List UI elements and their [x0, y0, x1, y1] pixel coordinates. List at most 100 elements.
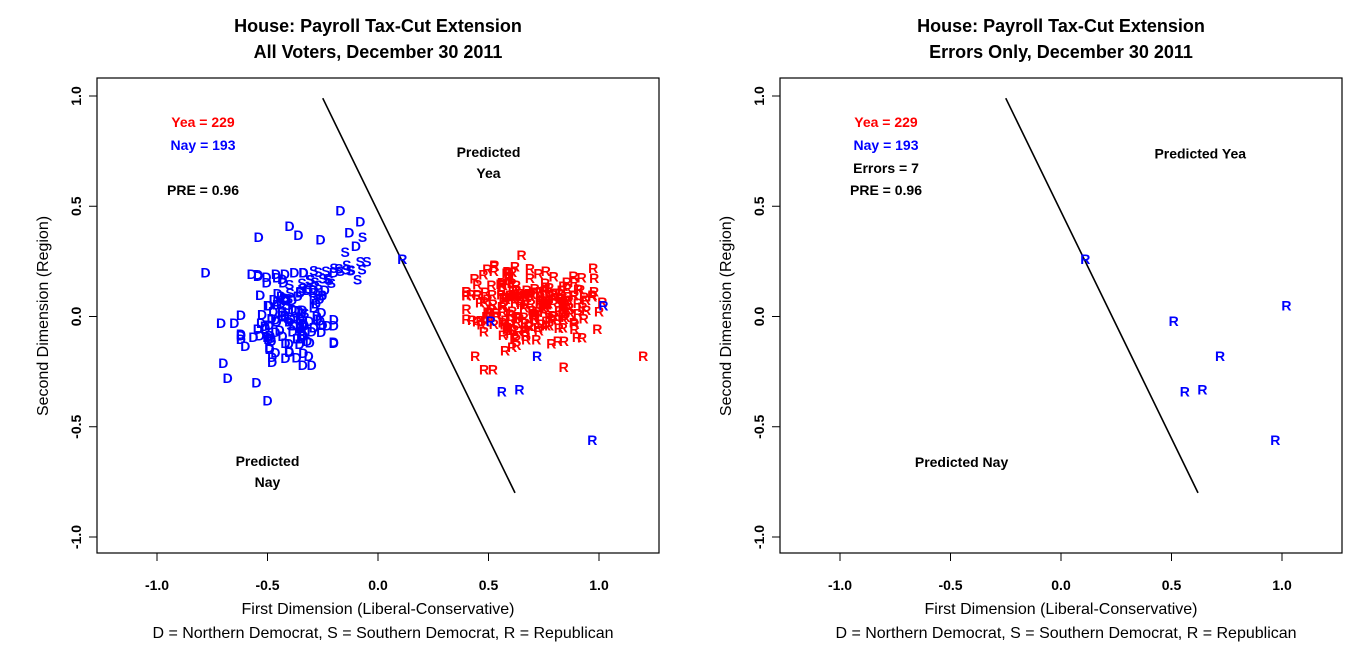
point-S: S: [306, 272, 315, 288]
point-R: R: [513, 323, 523, 339]
point-R: R: [509, 330, 519, 346]
point-R: R: [525, 288, 535, 304]
point-D: D: [286, 311, 296, 327]
point-R: R: [553, 333, 563, 349]
point-R: R: [500, 312, 510, 328]
point-R: R: [573, 295, 583, 311]
point-D: D: [236, 327, 246, 343]
point-S: S: [327, 275, 336, 291]
point-S: S: [336, 263, 345, 279]
point-R: R: [1080, 251, 1090, 267]
x-tick-label: 1.0: [589, 577, 609, 593]
y-axis-label: Second Dimension (Region): [35, 216, 52, 416]
point-D: D: [284, 335, 294, 351]
point-R: R: [520, 297, 530, 313]
point-R: R: [589, 284, 599, 300]
point-D: D: [293, 227, 303, 243]
point-S: S: [305, 272, 314, 288]
point-R: R: [472, 276, 482, 292]
point-D: D: [264, 317, 274, 333]
point-D: D: [290, 302, 300, 318]
point-D: D: [253, 321, 263, 337]
point-D: D: [264, 340, 274, 356]
point-R: R: [514, 310, 524, 326]
x-axis-label: First Dimension (Liberal-Conservative): [925, 601, 1198, 618]
point-R: R: [500, 343, 510, 359]
point-D: D: [264, 298, 274, 314]
point-R: R: [479, 293, 489, 309]
point-R: R: [554, 320, 564, 336]
point-S: S: [323, 270, 332, 286]
point-S: S: [312, 287, 321, 303]
point-R: R: [461, 283, 471, 299]
point-R: R: [577, 269, 587, 285]
point-D: D: [298, 357, 308, 373]
y-tick-label: -0.5: [751, 414, 767, 438]
point-R: R: [541, 318, 551, 334]
point-R: R: [530, 280, 540, 296]
point-R: R: [537, 316, 547, 332]
point-R: R: [533, 320, 543, 336]
point-R: R: [544, 280, 554, 296]
point-R: R: [589, 270, 599, 286]
point-D: D: [256, 315, 266, 331]
point-R: R: [498, 314, 508, 330]
point-S: S: [329, 260, 338, 276]
point-R: R: [547, 311, 557, 327]
region-label: Predicted Yea: [457, 144, 521, 181]
region-label: Predicted Nay: [236, 453, 300, 490]
point-S: S: [357, 262, 366, 278]
point-R: R: [479, 361, 489, 377]
point-S: S: [346, 262, 355, 278]
point-R: R: [503, 319, 513, 335]
point-R: R: [461, 311, 471, 327]
point-R: R: [535, 284, 545, 300]
point-R: R: [529, 306, 539, 322]
point-D: D: [277, 328, 287, 344]
point-R: R: [533, 265, 543, 281]
point-R: R: [535, 295, 545, 311]
point-R: R: [541, 263, 551, 279]
stat-annotation: Yea = 229: [854, 114, 918, 130]
point-R: R: [588, 260, 598, 276]
point-D: D: [312, 308, 322, 324]
point-R: R: [489, 316, 499, 332]
point-R: R: [496, 276, 506, 292]
svg-text:Yea: Yea: [476, 165, 500, 181]
point-D: D: [260, 318, 270, 334]
point-D: D: [297, 328, 307, 344]
point-R: R: [491, 305, 501, 321]
point-R: R: [560, 309, 570, 325]
point-R: R: [559, 359, 569, 375]
point-D: D: [277, 271, 287, 287]
point-S: S: [318, 270, 327, 286]
point-R: R: [497, 298, 507, 314]
point-R: R: [509, 322, 519, 338]
point-R: R: [535, 293, 545, 309]
point-D: D: [265, 341, 275, 357]
point-R: R: [573, 305, 583, 321]
point-R: R: [592, 321, 602, 337]
point-D: D: [275, 322, 285, 338]
stat-annotation: Nay = 193: [854, 137, 919, 153]
chart-title: House: Payroll Tax-Cut Extension: [917, 16, 1205, 36]
point-D: D: [313, 311, 323, 327]
point-D: D: [255, 328, 265, 344]
point-R: R: [569, 315, 579, 331]
point-R: R: [522, 289, 532, 305]
point-R: R: [487, 287, 497, 303]
point-D: D: [201, 264, 211, 280]
point-R: R: [499, 289, 509, 305]
point-S: S: [362, 253, 371, 269]
point-R: R: [1215, 348, 1225, 364]
point-D: D: [284, 343, 294, 359]
point-D: D: [302, 333, 312, 349]
point-D: D: [318, 317, 328, 333]
point-R: R: [480, 314, 490, 330]
point-R: R: [507, 339, 517, 355]
point-R: R: [528, 310, 538, 326]
point-R: R: [568, 287, 578, 303]
point-D: D: [298, 345, 308, 361]
point-D: D: [299, 264, 309, 280]
